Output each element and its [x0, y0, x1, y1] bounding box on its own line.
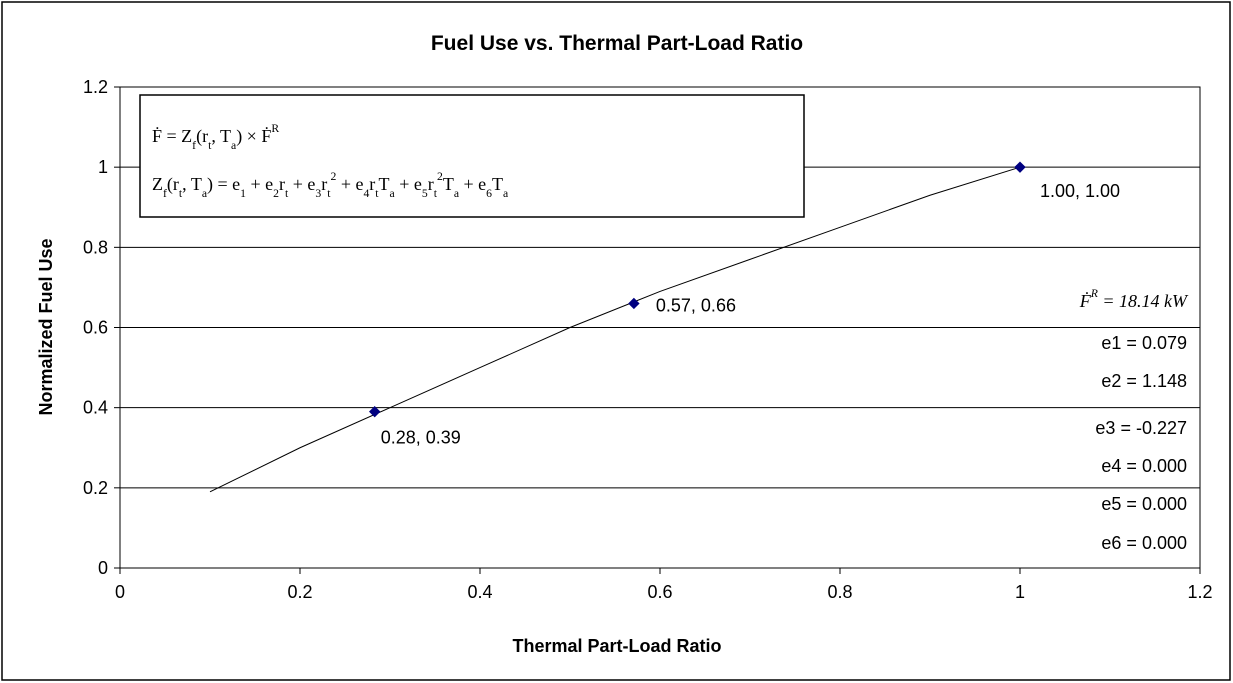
- data-point: [628, 297, 640, 310]
- data-point: [1014, 161, 1026, 173]
- y-tick-label: 0.4: [83, 398, 108, 418]
- y-axis-label: Normalized Fuel Use: [36, 238, 56, 415]
- equation-part: t: [285, 187, 289, 200]
- chart-title: Fuel Use vs. Thermal Part-Load Ratio: [431, 32, 803, 55]
- x-tick-label: 0.4: [467, 582, 492, 602]
- equation-part: T: [379, 174, 390, 194]
- equation-part: r: [321, 174, 327, 194]
- equation-part: 5: [422, 187, 428, 200]
- data-label: 1.00, 1.00: [1040, 181, 1120, 201]
- x-tick-label: 0.6: [647, 582, 672, 602]
- data-point: [368, 405, 381, 418]
- equation-part: a: [231, 139, 237, 152]
- coefficient: e2 = 1.148: [1101, 371, 1187, 391]
- equation-part: a: [390, 187, 396, 200]
- equation-part: + e: [246, 174, 273, 194]
- data-label: 0.57, 0.66: [656, 295, 736, 315]
- trend-line: [209, 166, 1021, 493]
- x-tick-label: 0.2: [287, 582, 312, 602]
- equation-part: a: [454, 187, 460, 200]
- coefficient: e3 = -0.227: [1095, 418, 1187, 438]
- equation-part: Ḟ = Z: [152, 126, 192, 146]
- x-tick-label: 1.2: [1187, 582, 1212, 602]
- equation: Ḟ = Zf(rt, Ta) × ḞR: [152, 122, 279, 152]
- equation-part: R: [271, 122, 279, 135]
- equation-part: (r: [167, 174, 179, 195]
- y-tick-label: 1.2: [83, 77, 108, 97]
- equation-part: 3: [315, 187, 321, 200]
- equation-part: ) × Ḟ: [236, 126, 271, 147]
- equation-part: + e: [395, 174, 422, 194]
- y-tick-label: 0: [98, 558, 108, 578]
- equation-part: ) = e: [207, 174, 240, 195]
- equation-part: Ḟ: [1079, 291, 1092, 311]
- y-tick-label: 0.8: [83, 237, 108, 257]
- coefficient: e6 = 0.000: [1101, 533, 1187, 553]
- data-label: 0.28, 0.39: [381, 428, 461, 448]
- equation-part: (r: [196, 126, 208, 147]
- equation-part: a: [202, 187, 208, 200]
- equation-part: r: [279, 174, 285, 194]
- equation-part: , T: [211, 126, 231, 146]
- x-tick-label: 1: [1015, 582, 1025, 602]
- x-tick-label: 0.8: [827, 582, 852, 602]
- equation-part: 2: [273, 187, 279, 200]
- equation-part: + e: [336, 174, 363, 194]
- equation-part: t: [375, 187, 379, 200]
- equation-part: T: [443, 174, 454, 194]
- equation-part: R: [1090, 287, 1098, 300]
- equation-part: t: [327, 187, 331, 200]
- equation-part: r: [428, 174, 434, 194]
- equation-part: f: [163, 187, 167, 200]
- equation-part: f: [192, 139, 196, 152]
- equation-part: t: [179, 187, 183, 200]
- equation-part: t: [208, 139, 212, 152]
- y-tick-label: 0.6: [83, 318, 108, 338]
- x-axis-label: Thermal Part-Load Ratio: [512, 636, 721, 656]
- equation-part: , T: [182, 174, 202, 194]
- coefficient: e4 = 0.000: [1101, 456, 1187, 476]
- equation-part: 2: [437, 170, 443, 183]
- equation: Zf(rt, Ta) = e1 + e2rt + e3rt2 + e4rtTa …: [152, 170, 509, 200]
- equation-part: 4: [363, 187, 369, 200]
- equation-part: a: [503, 187, 509, 200]
- equation-part: 6: [486, 187, 492, 200]
- equation: ḞR = 18.14 kW: [1079, 287, 1189, 311]
- equation-part: + e: [288, 174, 315, 194]
- equation-part: + e: [459, 174, 486, 194]
- equation-part: 2: [330, 170, 336, 183]
- coefficient: e1 = 0.079: [1101, 333, 1187, 353]
- equation-box: [139, 94, 805, 218]
- plot-area: [119, 86, 1201, 569]
- equation-part: = 18.14 kW: [1098, 291, 1189, 311]
- equation-part: T: [492, 174, 503, 194]
- equation-part: Z: [152, 174, 163, 194]
- y-tick-label: 0.2: [83, 478, 108, 498]
- x-tick-label: 0: [115, 582, 125, 602]
- y-tick-label: 1: [98, 157, 108, 177]
- equation-part: 1: [240, 187, 246, 200]
- coefficient: e5 = 0.000: [1101, 494, 1187, 514]
- equation-part: t: [434, 187, 438, 200]
- equation-part: r: [369, 174, 375, 194]
